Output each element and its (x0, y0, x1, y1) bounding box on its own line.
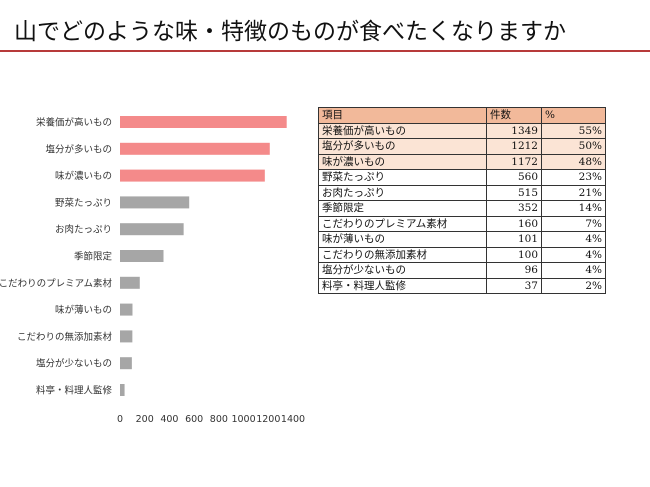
x-tick-label: 400 (160, 414, 178, 425)
table-row: 塩分が多いもの 1212 50% (318, 138, 606, 155)
bar (120, 276, 140, 289)
table-row: 味が濃いもの 1172 48% (318, 153, 606, 170)
table-row: こだわりのプレミアム素材 160 7% (318, 215, 606, 232)
category-label: 季節限定 (74, 251, 113, 263)
x-tick-label: 1000 (231, 414, 255, 425)
table-cell-count: 37 (486, 277, 542, 294)
category-label: こだわりの無添加素材 (17, 331, 113, 343)
table-cell-count: 100 (486, 246, 542, 263)
table-cell-item: 野菜たっぷり (318, 169, 487, 186)
table-cell-item: こだわりの無添加素材 (318, 246, 487, 263)
table-row: 味が薄いもの 101 4% (318, 231, 606, 248)
x-tick-label: 800 (210, 414, 228, 425)
bar-chart: 栄養価が高いもの塩分が多いもの味が濃いもの野菜たっぷりお肉たっぷり季節限定こだわ… (0, 116, 305, 425)
table-cell-count: 1349 (486, 122, 542, 139)
table-cell-count: 515 (486, 184, 542, 201)
category-label: こだわりのプレミアム素材 (0, 277, 112, 289)
bar (120, 142, 270, 155)
category-label: 塩分が多いもの (45, 143, 112, 155)
x-tick-label: 1200 (256, 414, 280, 425)
x-tick-label: 0 (117, 414, 123, 425)
table-cell-percent: 50% (541, 138, 606, 155)
table-cell-percent: 2% (541, 277, 606, 294)
table-cell-count: 1212 (486, 138, 542, 155)
table-cell-item: 塩分が多いもの (318, 138, 487, 155)
bar (120, 330, 133, 343)
table-cell-percent: 23% (541, 169, 606, 186)
table-cell-item: 料亭・料理人監修 (318, 277, 487, 294)
table-cell-percent: 4% (541, 231, 606, 248)
table-row: お肉たっぷり 515 21% (318, 184, 606, 201)
data-table: 項目 件数 % 栄養価が高いもの 1349 55% 塩分が多いもの 1212 50% 味が濃… (318, 107, 606, 294)
table-cell-count: 352 (486, 200, 542, 217)
category-label: 料亭・料理人監修 (36, 385, 113, 397)
table-row: 野菜たっぷり 560 23% (318, 169, 606, 186)
category-label: 味が薄いもの (55, 304, 112, 316)
category-label: 栄養価が高いもの (36, 117, 112, 129)
bar (120, 196, 190, 209)
table-cell-item: 塩分が少ないもの (318, 262, 487, 279)
table-cell-item: 栄養価が高いもの (318, 122, 487, 139)
bar (120, 384, 125, 396)
table-cell-percent: 21% (541, 184, 606, 201)
x-tick-label: 1400 (281, 414, 305, 425)
table-cell-count: 1172 (486, 153, 542, 170)
table-cell-item: 味が濃いもの (318, 153, 487, 170)
page-title: 山でどのような味・特徴のものが食べたくなりますか (14, 19, 566, 45)
category-label: 野菜たっぷり (55, 197, 112, 209)
table-cell-percent: 48% (541, 153, 606, 170)
table-cell-percent: 55% (541, 122, 606, 139)
table-cell-count: 160 (486, 215, 542, 232)
table-cell-percent: 4% (541, 246, 606, 263)
table-cell-percent: 4% (541, 262, 606, 279)
bar (120, 223, 184, 236)
table-cell-item: 味が薄いもの (318, 231, 487, 248)
title-divider (0, 50, 650, 52)
bar (120, 169, 265, 182)
table-header-count: 件数 (486, 107, 542, 124)
table-cell-percent: 7% (541, 215, 606, 232)
category-label: 味が濃いもの (55, 170, 112, 182)
category-label: 塩分が少ないもの (36, 358, 112, 370)
table-cell-percent: 14% (541, 200, 606, 217)
table-cell-item: お肉たっぷり (318, 184, 487, 201)
table-header-item: 項目 (318, 107, 487, 124)
bar (120, 116, 287, 128)
bar (120, 250, 164, 262)
bar (120, 357, 132, 370)
table-row: 料亭・料理人監修 37 2% (318, 277, 606, 294)
table-cell-count: 101 (486, 231, 542, 248)
bar (120, 303, 133, 316)
x-tick-label: 600 (185, 414, 203, 425)
table-row: 季節限定 352 14% (318, 200, 606, 217)
table-row: 塩分が少ないもの 96 4% (318, 262, 606, 279)
x-tick-label: 200 (136, 414, 154, 425)
table-cell-count: 560 (486, 169, 542, 186)
table-cell-item: こだわりのプレミアム素材 (318, 215, 487, 232)
table-header-row: 項目 件数 % (318, 107, 606, 124)
table-header-percent: % (541, 107, 606, 124)
table-cell-item: 季節限定 (318, 200, 487, 217)
category-label: お肉たっぷり (55, 224, 112, 236)
table-row: こだわりの無添加素材 100 4% (318, 246, 606, 263)
data-table-container: 項目 件数 % 栄養価が高いもの 1349 55% 塩分が多いもの 1212 50% 味が濃… (318, 107, 606, 294)
table-row: 栄養価が高いもの 1349 55% (318, 122, 606, 139)
table-cell-count: 96 (486, 262, 542, 279)
